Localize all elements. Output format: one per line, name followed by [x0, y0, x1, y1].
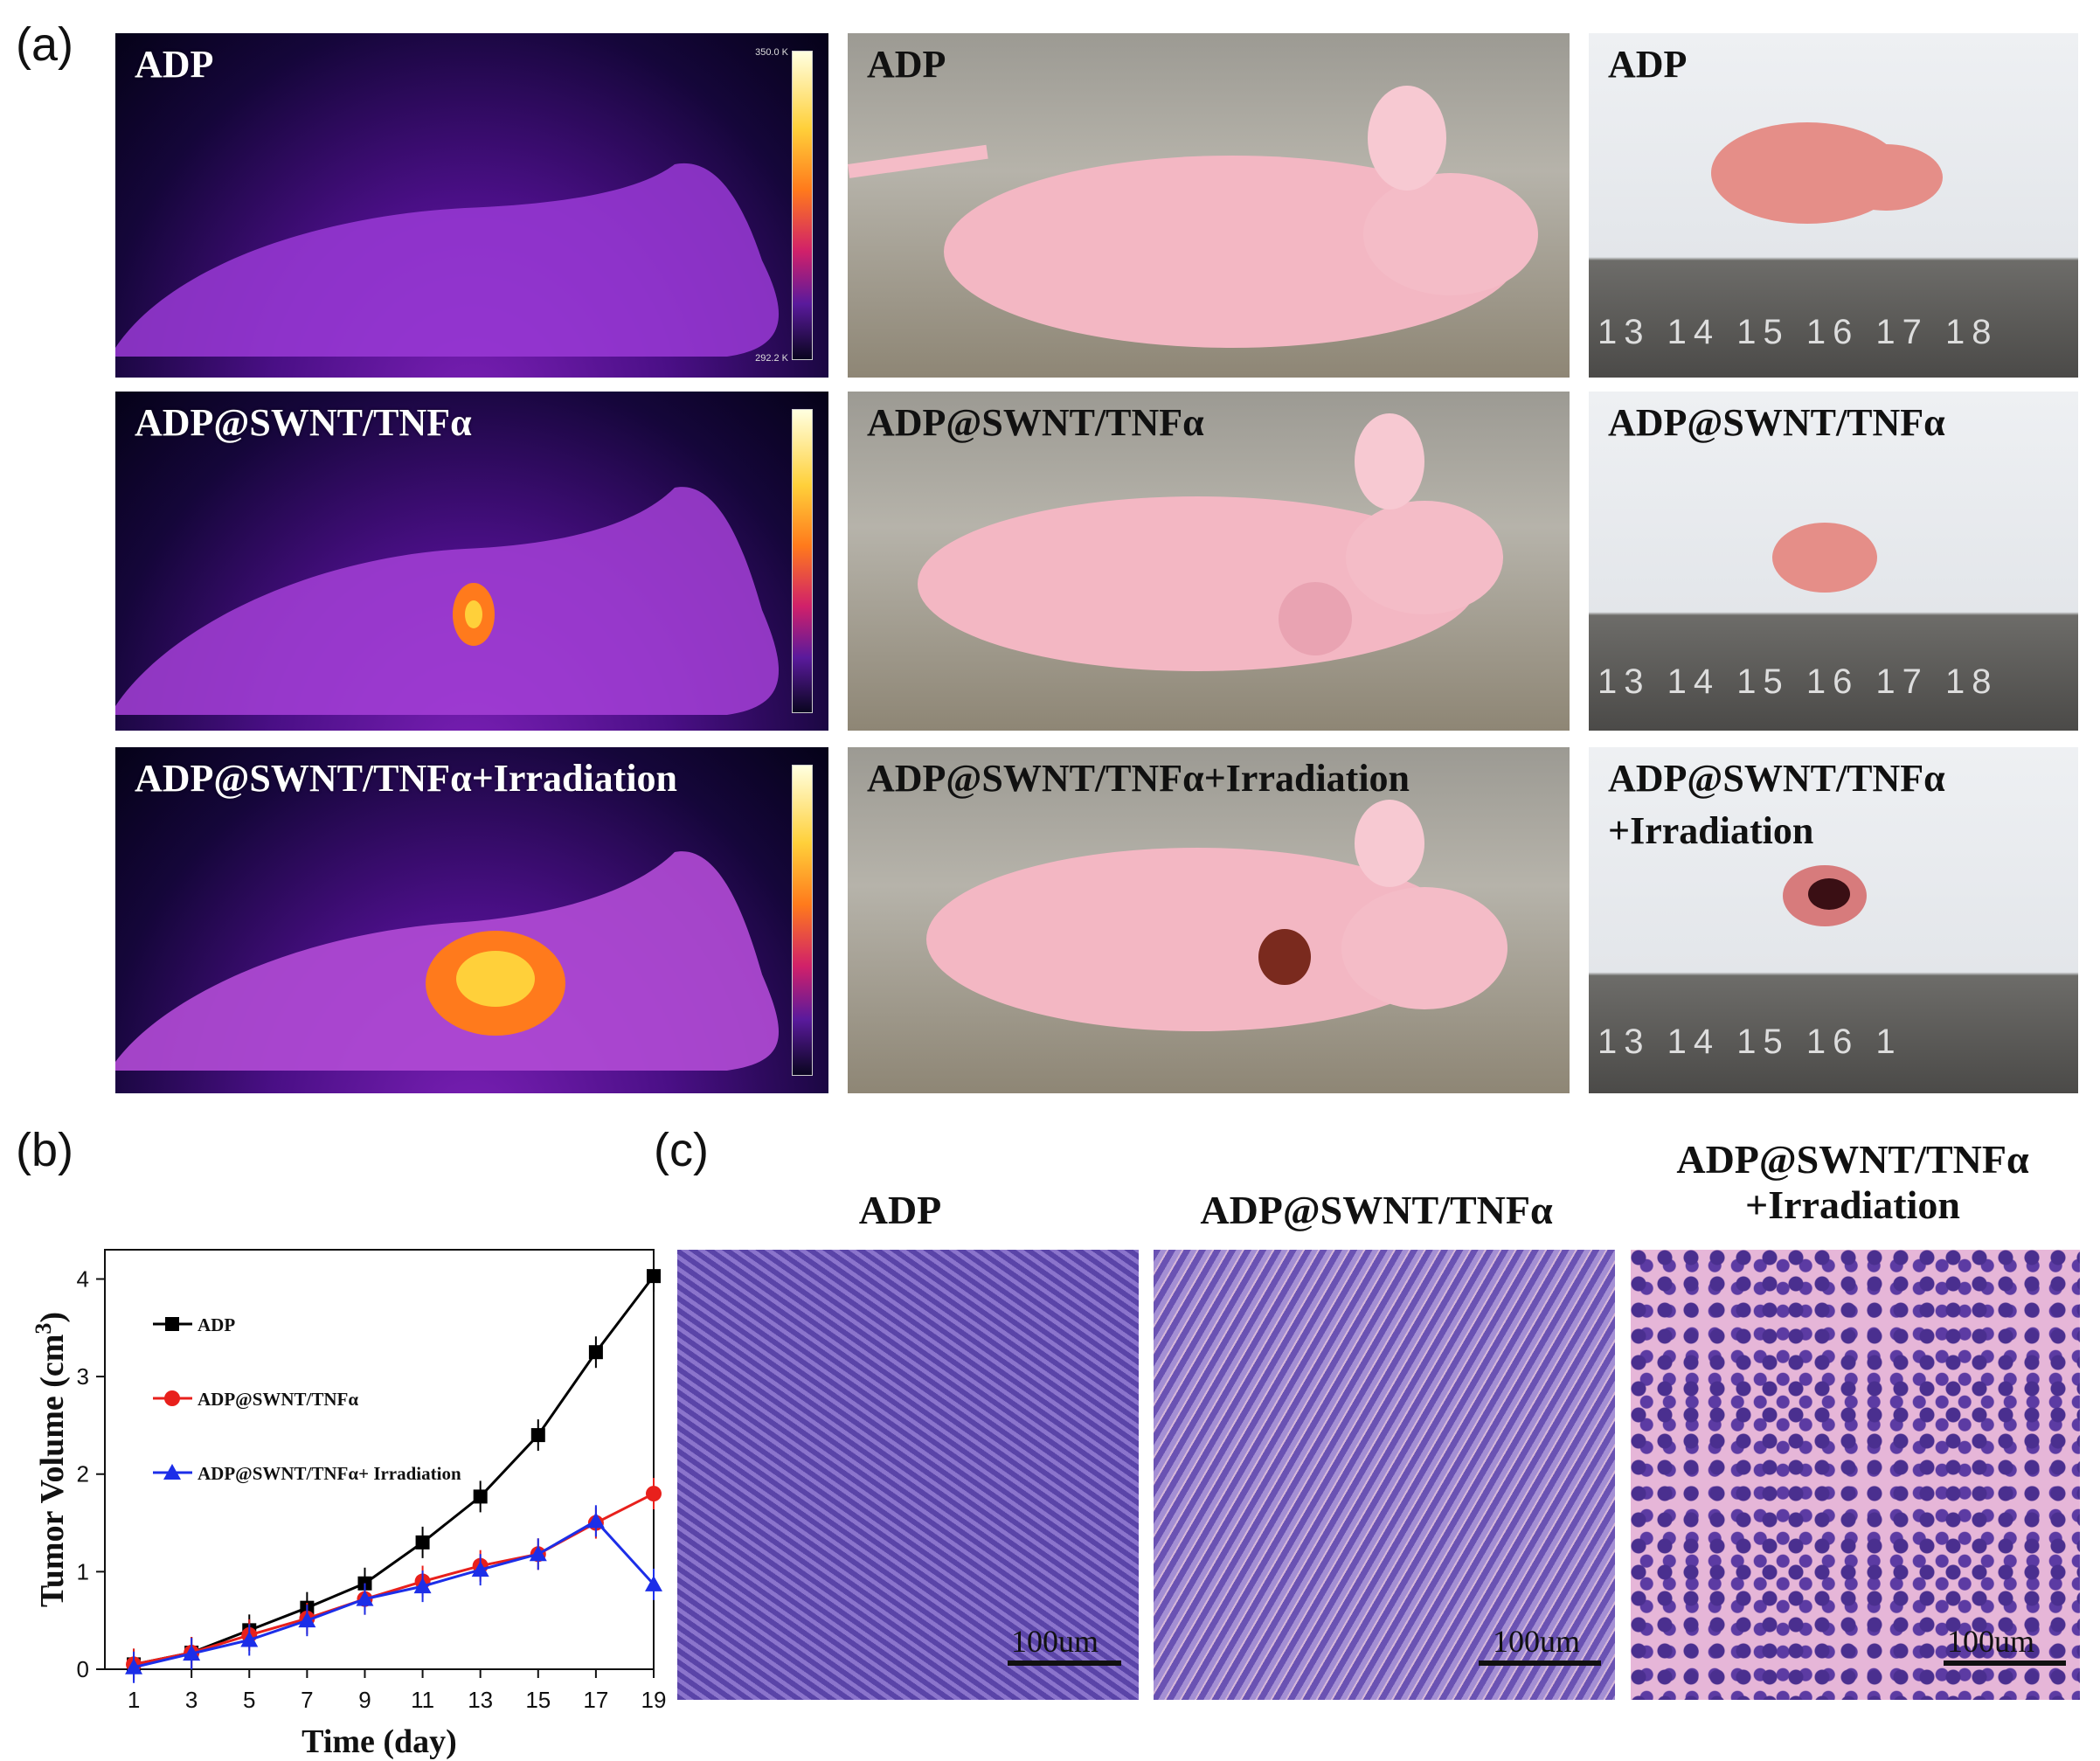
x-tick-label: 9 [358, 1687, 371, 1713]
data-point [473, 1489, 488, 1504]
histology-title-irradiation-line2: +Irradiation [1745, 1182, 1960, 1227]
tumor-photo-adp: ADP 13 14 15 16 17 18 [1589, 33, 2078, 378]
data-point [529, 1545, 547, 1562]
panel-a-letter: (a) [16, 18, 73, 71]
tumor-label: ADP [1608, 43, 1688, 86]
photo-label: ADP [867, 43, 946, 86]
scale-label: 100um [1493, 1624, 1581, 1659]
thermal-label: ADP@SWNT/TNFα [135, 401, 472, 444]
histology-title-swnt: ADP@SWNT/TNFα [1200, 1188, 1553, 1232]
excised-tumor [1783, 865, 1867, 926]
data-point [647, 1269, 661, 1284]
temperature-colorbar [792, 765, 813, 1076]
legend-marker [163, 1464, 181, 1480]
mouse-photo-adp: ADP [848, 33, 1570, 378]
x-tick-label: 17 [583, 1687, 608, 1713]
x-tick-label: 3 [185, 1687, 198, 1713]
legend-marker [164, 1390, 180, 1406]
data-point [298, 1612, 316, 1628]
thermal-label: ADP [135, 43, 214, 86]
histology-image-irradiation: 100um [1631, 1250, 2080, 1700]
data-point [471, 1561, 489, 1577]
thermal-image-adp: ADP 350.0 K 292.2 K [115, 33, 828, 378]
series-line-1 [133, 1492, 655, 1666]
mouse-body [848, 86, 1538, 348]
histology-title-irradiation: ADP@SWNT/TNFα [1676, 1137, 2029, 1182]
ruler-scale: 13 14 15 16 17 18 [1598, 662, 1999, 701]
mouse-body [918, 413, 1503, 671]
thermal-label: ADP@SWNT/TNFα+Irradiation [135, 757, 678, 800]
y-tick-label: 3 [77, 1363, 89, 1390]
ruler-scale: 13 14 15 16 17 18 [1598, 313, 1999, 351]
x-tick-label: 15 [525, 1687, 551, 1713]
data-point [530, 1428, 545, 1443]
scale-bar [1008, 1660, 1121, 1666]
x-tick-label: 13 [468, 1687, 493, 1713]
y-tick-label: 4 [77, 1265, 89, 1292]
data-point [413, 1577, 432, 1594]
data-point [125, 1658, 143, 1674]
data-point [645, 1575, 662, 1591]
legend-label: ADP@SWNT/TNFα [198, 1389, 358, 1410]
panel-b-letter: (b) [16, 1124, 73, 1176]
x-tick-label: 5 [243, 1687, 255, 1713]
temperature-colorbar [792, 51, 813, 360]
data-point [240, 1631, 259, 1647]
x-tick-label: 11 [411, 1687, 434, 1713]
colorbar-min: 292.2 K [755, 353, 788, 364]
tumor-label: ADP@SWNT/TNFα [1608, 401, 1945, 444]
scale-label: 100um [1011, 1624, 1099, 1659]
histology-title-adp: ADP [858, 1188, 942, 1232]
x-tick-label: 7 [301, 1687, 313, 1713]
mouse-silhouette [115, 163, 780, 357]
mouse-silhouette [115, 487, 780, 715]
x-axis-label: Time (day) [301, 1723, 457, 1760]
mouse-body [926, 800, 1507, 1031]
mouse-photo-irradiation: ADP@SWNT/TNFα+Irradiation [848, 747, 1570, 1093]
scale-bar [1479, 1660, 1601, 1666]
photo-label: ADP@SWNT/TNFα [867, 401, 1204, 444]
scale-label: 100um [1947, 1624, 2035, 1659]
plot-frame [104, 1249, 655, 1670]
thermal-image-swnt: ADP@SWNT/TNFα [115, 392, 828, 731]
y-tick-label: 2 [77, 1461, 89, 1487]
series-line-0 [133, 1275, 655, 1666]
colorbar-max: 350.0 K [755, 47, 788, 58]
data-point [588, 1345, 603, 1360]
data-point [646, 1486, 662, 1502]
ruler-scale: 13 14 15 16 1 [1598, 1023, 1902, 1061]
legend-marker [165, 1317, 179, 1331]
mouse-silhouette [115, 851, 780, 1071]
tumor-label: ADP@SWNT/TNFα [1608, 757, 1945, 800]
mouse-photo-swnt: ADP@SWNT/TNFα [848, 392, 1570, 731]
data-point [356, 1590, 374, 1606]
histology-image-swnt: 100um [1154, 1250, 1615, 1700]
excised-tumor [1711, 122, 1943, 224]
excised-tumor [1772, 523, 1877, 593]
x-tick-label: 1 [128, 1687, 140, 1713]
data-point [183, 1645, 201, 1661]
tumor-label-line2: +Irradiation [1608, 809, 1814, 852]
tumor-photo-swnt: ADP@SWNT/TNFα 13 14 15 16 17 18 [1589, 392, 2078, 731]
legend-label: ADP [198, 1314, 235, 1335]
y-tick-label: 0 [77, 1656, 89, 1682]
data-point [586, 1512, 605, 1529]
temperature-colorbar [792, 409, 813, 713]
tumor-photo-irradiation: ADP@SWNT/TNFα +Irradiation 13 14 15 16 1 [1589, 747, 2078, 1093]
x-tick-label: 19 [641, 1687, 667, 1713]
y-tick-label: 1 [77, 1558, 89, 1584]
histology-image-adp: 100um [677, 1250, 1139, 1700]
legend-label: ADP@SWNT/TNFα+ Irradiation [198, 1463, 461, 1484]
data-point [415, 1535, 430, 1550]
photo-label: ADP@SWNT/TNFα+Irradiation [867, 757, 1410, 800]
panel-c-letter: (c) [654, 1124, 709, 1176]
y-axis-label: Tumor Volume (cm3) [31, 1312, 71, 1607]
series-line-2 [133, 1519, 655, 1669]
thermal-image-irradiation: ADP@SWNT/TNFα+Irradiation [115, 747, 828, 1093]
scale-bar [1944, 1660, 2066, 1666]
